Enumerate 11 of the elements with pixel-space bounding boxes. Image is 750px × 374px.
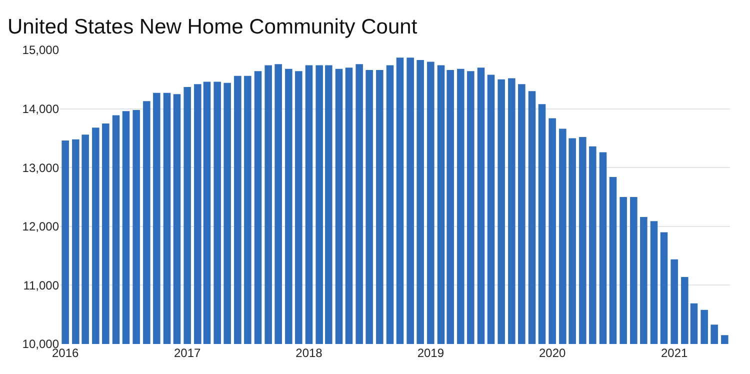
y-tick-label: 13,000 bbox=[22, 160, 60, 175]
y-tick-label: 12,000 bbox=[22, 220, 60, 234]
y-tick-label: 15,000 bbox=[22, 43, 60, 58]
chart-title: United States New Home Community Count bbox=[8, 15, 418, 38]
x-tick-label: 2018 bbox=[296, 346, 323, 360]
x-tick-label: 2017 bbox=[174, 346, 201, 360]
x-tick-label: 2021 bbox=[660, 346, 688, 360]
y-tick-label: 11,000 bbox=[23, 278, 60, 292]
x-tick-label: 2019 bbox=[417, 346, 444, 360]
x-tick-label: 2020 bbox=[538, 346, 566, 360]
y-tick-label: 14,000 bbox=[22, 102, 60, 116]
